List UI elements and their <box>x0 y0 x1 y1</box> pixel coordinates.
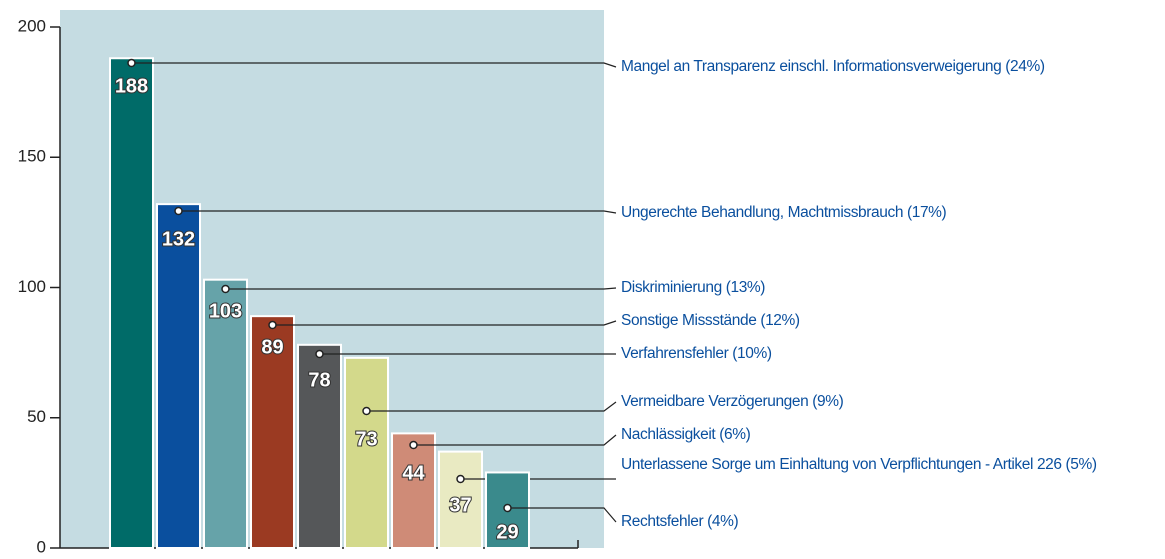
value-label: 89 <box>261 336 283 358</box>
bar <box>203 278 248 549</box>
leader-dot <box>315 349 324 359</box>
value-label: 188 <box>115 75 148 97</box>
bar <box>391 432 436 550</box>
value-label: 78 <box>308 369 330 391</box>
category-label: Nachlässigkeit (6%) <box>621 426 751 443</box>
leader-dot <box>456 474 465 484</box>
leader-line <box>225 287 617 290</box>
leader-line <box>131 62 617 68</box>
leader-dot <box>174 206 183 216</box>
category-label: Mangel an Transparenz einschl. Informati… <box>621 58 1045 75</box>
leader-dot <box>409 440 418 450</box>
category-label: Sonstige Missstände (12%) <box>621 312 800 329</box>
leader-line <box>272 320 617 326</box>
bar <box>344 356 389 549</box>
leader-dot <box>127 58 136 68</box>
bar <box>156 203 201 549</box>
bar <box>250 315 295 549</box>
category-label: Unterlassene Sorge um Einhaltung von Ver… <box>621 456 1097 473</box>
bar <box>109 57 154 549</box>
y-tick-label: 200 <box>18 16 46 35</box>
y-tick-label: 150 <box>18 147 46 166</box>
bar <box>297 343 342 549</box>
leader-line <box>178 210 617 214</box>
category-label: Diskriminierung (13%) <box>621 279 766 296</box>
leader-dot <box>268 320 277 330</box>
bar <box>438 450 483 549</box>
value-label: 73 <box>355 428 377 450</box>
value-label: 44 <box>402 462 425 484</box>
y-tick-label: 50 <box>27 407 46 426</box>
value-label: 37 <box>449 494 471 516</box>
category-label: Rechtsfehler (4%) <box>621 513 739 530</box>
leader-line <box>413 434 617 446</box>
category-label: Vermeidbare Verzögerungen (9%) <box>621 393 844 410</box>
leader-line <box>507 507 617 523</box>
value-label: 132 <box>162 228 195 250</box>
y-tick-label: 100 <box>18 277 46 296</box>
value-label: 103 <box>209 300 242 322</box>
category-label: Verfahrensfehler (10%) <box>621 345 772 362</box>
leader-dot <box>221 284 230 294</box>
category-label: Ungerechte Behandlung, Machtmissbrauch (… <box>621 204 947 221</box>
leader-line <box>366 401 617 412</box>
y-tick-label: 0 <box>37 537 46 556</box>
leader-dot <box>503 503 512 513</box>
value-label: 29 <box>496 521 518 543</box>
leader-dot <box>362 406 371 416</box>
